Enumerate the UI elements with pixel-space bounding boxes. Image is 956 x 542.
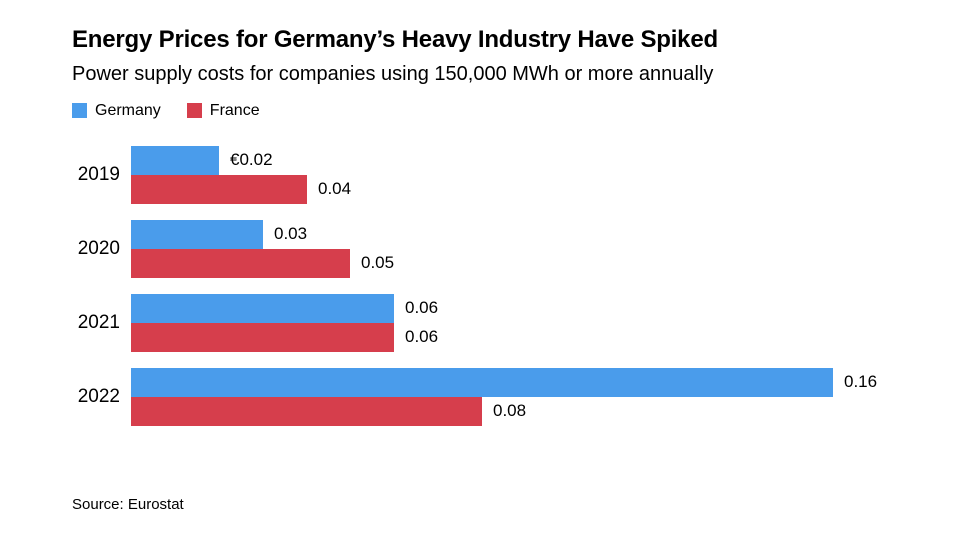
bar-line: €0.02	[131, 145, 351, 175]
value-label: 0.06	[405, 298, 439, 318]
bar-group: €0.02 0.04	[131, 145, 352, 204]
bar-line: 0.05	[131, 248, 395, 278]
bar-line: 0.16	[131, 367, 878, 397]
bar-line: 0.06	[131, 293, 439, 323]
legend-label-france: France	[209, 101, 260, 119]
value-label: 0.04	[318, 179, 352, 199]
germany-bar	[131, 367, 833, 397]
germany-bar	[131, 219, 263, 249]
value-label: €0.02	[230, 150, 273, 170]
bar-line: 0.08	[131, 396, 877, 426]
france-swatch-icon	[186, 103, 202, 119]
bar-group: 0.03 0.05	[131, 219, 395, 278]
bar-line: 0.04	[131, 174, 352, 204]
y-axis-label: 2021	[77, 311, 120, 333]
chart-row: 2022 0.16 0.08	[72, 367, 916, 426]
y-axis-label: 2020	[77, 237, 120, 259]
germany-bar	[131, 145, 219, 175]
legend-label-germany: Germany	[95, 101, 161, 119]
bar-line: 0.06	[131, 322, 439, 352]
source-note: Source: Eurostat	[72, 495, 184, 513]
chart-title: Energy Prices for Germany’s Heavy Indust…	[72, 26, 718, 53]
chart-row: 2020 0.03 0.05	[72, 219, 916, 278]
chart-row: 2021 0.06 0.06	[72, 293, 916, 352]
france-bar	[131, 322, 394, 352]
bar-chart: 2019 €0.02 0.04 2020 0.03 0.05 2021 0.06 0.06 202…	[72, 145, 916, 426]
chart-row: 2019 €0.02 0.04	[72, 145, 916, 204]
bar-group: 0.06 0.06	[131, 293, 439, 352]
bar-line: 0.03	[131, 219, 394, 249]
legend: Germany France	[72, 102, 916, 120]
value-label: 0.03	[274, 224, 308, 244]
value-label: 0.08	[493, 401, 527, 421]
france-bar	[131, 396, 482, 426]
legend-item-germany: Germany	[72, 102, 161, 120]
legend-item-france: France	[186, 101, 260, 120]
chart-subtitle: Power supply costs for companies using 1…	[72, 62, 714, 85]
value-label: 0.06	[405, 327, 439, 347]
y-axis-label: 2022	[77, 385, 120, 407]
bar-group: 0.16 0.08	[131, 367, 878, 426]
france-bar	[131, 174, 307, 204]
germany-swatch-icon	[72, 103, 87, 119]
value-label: 0.16	[844, 372, 878, 392]
france-bar	[131, 248, 350, 278]
y-axis-label: 2019	[77, 163, 120, 185]
value-label: 0.05	[361, 253, 395, 273]
germany-bar	[131, 293, 394, 323]
